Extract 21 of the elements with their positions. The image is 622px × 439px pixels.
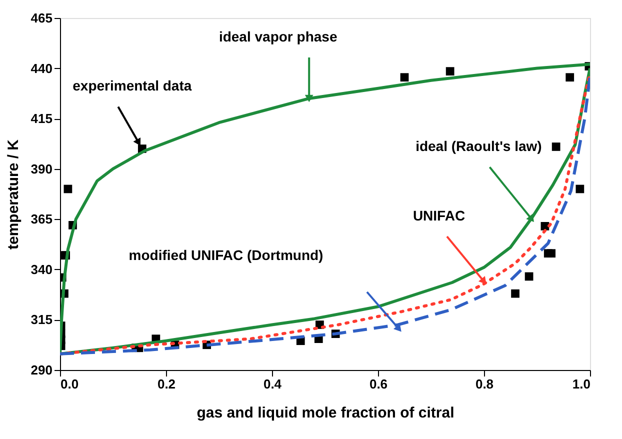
x-tick-label: 0.2 [157,376,176,392]
y-tick-label: 290 [30,362,52,378]
y-tick-label: 340 [30,262,52,277]
x-tick-label: 0.4 [263,376,282,392]
x-tick-label: 0.8 [475,376,494,392]
y-tick-label: 415 [30,111,52,126]
annotation: experimental data [72,78,192,94]
annotation: ideal vapor phase [218,28,338,44]
x-tick-label: 0.0 [60,376,79,392]
y-tick-label: 315 [30,312,52,328]
x-axis-title: gas and liquid mole fraction of citral [196,404,454,422]
annotation: ideal (Raoult's law) [416,138,542,154]
x-tick-label: 1.0 [572,376,590,392]
x-tick-label: 0.6 [369,376,388,392]
y-tick-label: 440 [30,60,52,76]
annotation: UNIFAC [412,207,466,224]
y-tick-label: 465 [30,10,52,26]
y-axis-title: temperature / K [4,139,22,250]
annotation: modified UNIFAC (Dortmund) [128,247,324,263]
y-tick-label: 390 [30,161,52,176]
y-tick-label: 365 [30,212,52,227]
